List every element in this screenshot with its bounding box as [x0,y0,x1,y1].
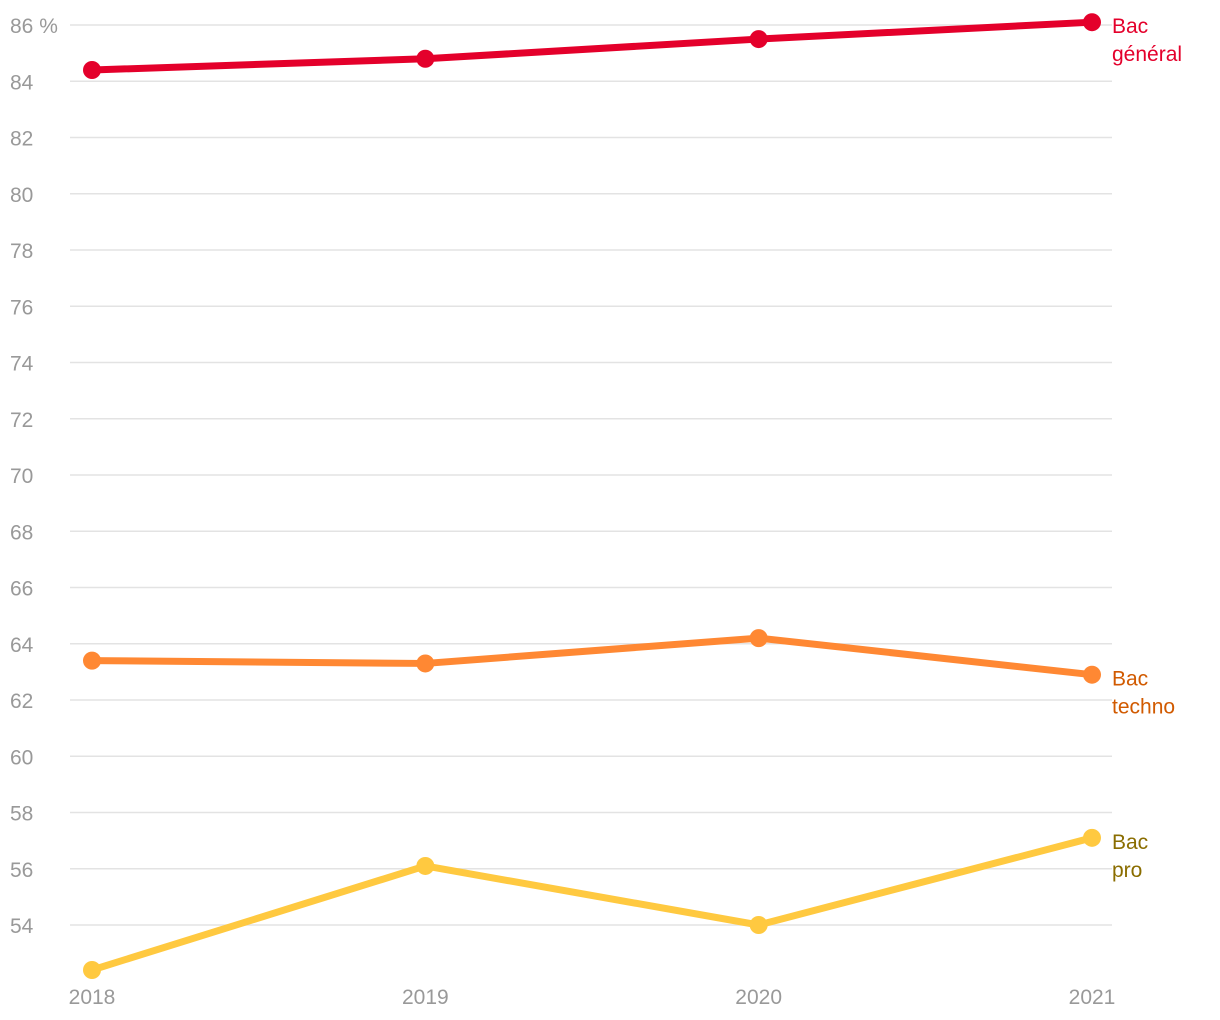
series-label: Bac pro [1112,831,1148,882]
data-point [749,916,768,934]
series-lines [83,13,1101,979]
data-point [416,49,435,68]
y-tick-label: 82 [10,128,33,151]
series-line [88,634,1096,679]
y-tick-label: 70 [10,465,33,488]
gridlines [70,24,1112,926]
y-tick-label: 76 [10,296,33,319]
data-point [749,30,768,49]
y-tick-label: 60 [10,746,33,769]
data-point [83,61,101,79]
y-tick-label: 56 [10,859,33,882]
y-tick-label: 54 [10,915,34,938]
data-point [416,654,435,673]
series-group [83,13,1101,79]
y-tick-label: 74 [10,353,34,376]
y-tick-label: 66 [10,578,33,601]
y-tick-label: 58 [10,803,33,826]
series-group [83,828,1101,979]
series-line [88,18,1096,74]
y-tick-label: 62 [10,690,33,713]
series-line [88,834,1096,974]
series-label-line: Bac [1112,15,1148,38]
data-point [1083,665,1101,684]
data-point [416,856,435,875]
series-label-line: Bac [1112,668,1148,691]
y-tick-label: 86 % [10,15,58,38]
series-group [83,629,1101,684]
y-tick-label: 68 [10,521,33,544]
x-axis-ticks: 2018 2019 2020 2021 [69,986,1116,1009]
series-label: Bac général [1112,15,1182,66]
data-point [1083,828,1101,847]
x-tick-label: 2020 [735,986,782,1009]
y-axis-ticks: 54 56 58 60 62 64 66 68 70 72 74 76 78 80 82 84 86 % [10,15,58,938]
x-tick-label: 2019 [402,986,449,1009]
series-label-line: techno [1112,696,1175,719]
y-tick-label: 72 [10,409,33,432]
series-labels: Bac général Bac techno Bac pro [1112,15,1182,882]
y-tick-label: 78 [10,240,33,263]
series-label: Bac techno [1112,668,1175,719]
data-point [749,629,768,648]
data-point [83,961,101,979]
x-tick-label: 2021 [1069,986,1116,1009]
data-point [1083,13,1101,32]
y-tick-label: 84 [10,71,34,94]
series-label-line: Bac [1112,831,1148,854]
series-label-line: général [1112,43,1182,66]
data-point [83,651,101,670]
x-tick-label: 2018 [69,986,116,1009]
y-tick-label: 80 [10,184,33,207]
y-tick-label: 64 [10,634,34,657]
series-label-line: pro [1112,859,1142,882]
